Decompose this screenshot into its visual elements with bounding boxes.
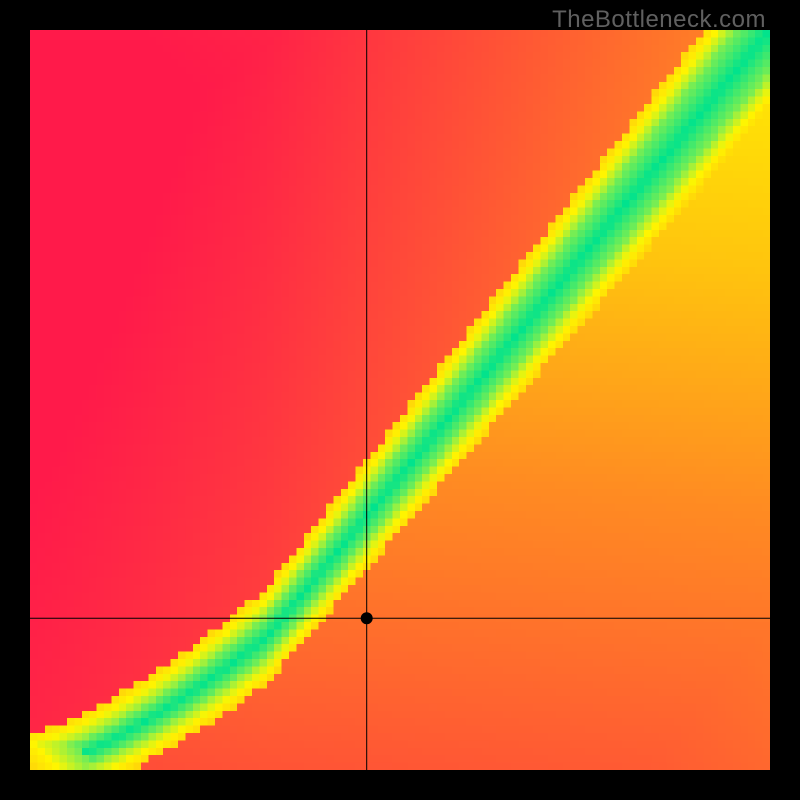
chart-container: TheBottleneck.com bbox=[0, 0, 800, 800]
bottleneck-heatmap bbox=[30, 30, 770, 770]
watermark-text: TheBottleneck.com bbox=[552, 6, 766, 34]
